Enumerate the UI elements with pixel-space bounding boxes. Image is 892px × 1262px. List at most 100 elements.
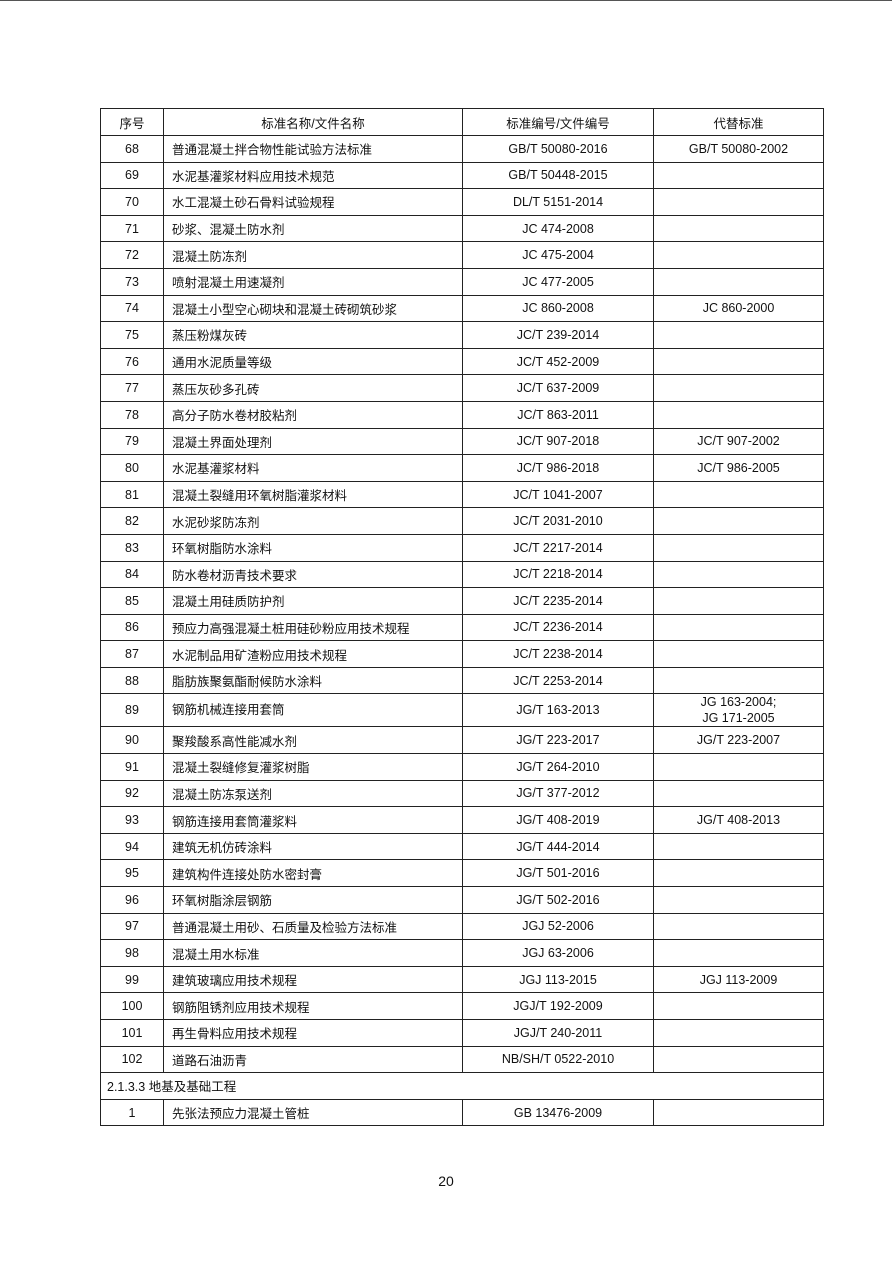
cell-name: 聚羧酸系高性能减水剂 <box>163 726 463 755</box>
table-row: 68 普通混凝土拌合物性能试验方法标准 GB/T 50080-2016 GB/T 50… <box>100 135 824 163</box>
cell-name: 喷射混凝土用速凝剂 <box>163 267 463 296</box>
cell-index: 70 <box>100 188 164 216</box>
cell-index: 85 <box>100 587 164 615</box>
cell-code: JG/T 264-2010 <box>462 753 654 781</box>
table-row: 100 钢筋阻锈剂应用技术规程 JGJ/T 192-2009 <box>100 992 824 1020</box>
cell-replaces <box>653 832 824 861</box>
cell-name: 环氧树脂防水涂料 <box>163 533 463 562</box>
cell-index: 88 <box>100 666 164 695</box>
cell-index: 89 <box>100 693 164 728</box>
cell-code: JG/T 502-2016 <box>462 886 654 914</box>
table-row: 99 建筑玻璃应用技术规程 JGJ 113-2015 JGJ 113-2009 <box>100 965 824 994</box>
cell-code: JC/T 2238-2014 <box>462 640 654 668</box>
cell-replaces <box>653 992 824 1020</box>
header-name: 标准名称/文件名称 <box>163 108 463 136</box>
cell-code: JC 477-2005 <box>462 267 654 296</box>
section-row: 2.1.3.3 地基及基础工程 <box>100 1072 824 1100</box>
cell-name: 水工混凝土砂石骨料试验规程 <box>163 188 463 216</box>
cell-name: 混凝土用水标准 <box>163 939 463 967</box>
cell-index: 68 <box>100 135 164 163</box>
cell-replaces: GB/T 50080-2002 <box>653 135 824 163</box>
cell-index: 96 <box>100 886 164 914</box>
cell-index: 87 <box>100 640 164 668</box>
cell-index: 100 <box>100 992 164 1020</box>
table-row: 94 建筑无机仿砖涂料 JG/T 444-2014 <box>100 832 824 861</box>
cell-replaces <box>653 161 824 190</box>
table-row: 72 混凝土防冻剂 JC 475-2004 <box>100 241 824 269</box>
cell-replaces <box>653 241 824 269</box>
cell-name: 砂浆、混凝土防水剂 <box>163 214 463 243</box>
cell-name: 混凝土防冻泵送剂 <box>163 779 463 808</box>
table-row: 82 水泥砂浆防冻剂 JC/T 2031-2010 <box>100 507 824 535</box>
table-row: 88 脂肪族聚氨酯耐候防水涂料 JC/T 2253-2014 <box>100 666 824 695</box>
header-index: 序号 <box>100 108 164 136</box>
cell-code: JG/T 223-2017 <box>462 726 654 755</box>
cell-index: 94 <box>100 832 164 861</box>
table-row: 76 通用水泥质量等级 JC/T 452-2009 <box>100 347 824 376</box>
cell-index: 75 <box>100 321 164 349</box>
table-row: 70 水工混凝土砂石骨料试验规程 DL/T 5151-2014 <box>100 188 824 216</box>
cell-name: 水泥基灌浆材料应用技术规范 <box>163 161 463 190</box>
cell-replaces <box>653 859 824 888</box>
cell-name: 混凝土用硅质防护剂 <box>163 587 463 615</box>
table-row: 101 再生骨料应用技术规程 JGJ/T 240-2011 <box>100 1019 824 1047</box>
cell-name: 预应力高强混凝土桩用硅砂粉应用技术规程 <box>163 613 463 642</box>
cell-code: JC/T 2218-2014 <box>462 560 654 589</box>
cell-index: 91 <box>100 753 164 781</box>
cell-code: JC/T 2235-2014 <box>462 587 654 615</box>
cell-index: 71 <box>100 214 164 243</box>
section-title: 2.1.3.3 地基及基础工程 <box>100 1072 824 1100</box>
cell-code: JG/T 408-2019 <box>462 806 654 834</box>
cell-index: 101 <box>100 1019 164 1047</box>
cell-replaces <box>653 400 824 429</box>
cell-replaces <box>653 214 824 243</box>
cell-code: JGJ 52-2006 <box>462 912 654 941</box>
cell-code: DL/T 5151-2014 <box>462 188 654 216</box>
cell-replaces <box>653 267 824 296</box>
cell-code: JC 860-2008 <box>462 294 654 323</box>
cell-name: 钢筋阻锈剂应用技术规程 <box>163 992 463 1020</box>
cell-code: JC 474-2008 <box>462 214 654 243</box>
cell-replaces <box>653 1098 824 1127</box>
cell-code: JG/T 444-2014 <box>462 832 654 861</box>
table-row: 102 道路石油沥青 NB/SH/T 0522-2010 <box>100 1045 824 1074</box>
cell-replaces: JG/T 223-2007 <box>653 726 824 755</box>
cell-replaces <box>653 188 824 216</box>
table-row: 78 高分子防水卷材胶粘剂 JC/T 863-2011 <box>100 400 824 429</box>
cell-name: 混凝土裂缝修复灌浆树脂 <box>163 753 463 781</box>
cell-code: JC/T 2236-2014 <box>462 613 654 642</box>
cell-name: 通用水泥质量等级 <box>163 347 463 376</box>
cell-code: JC/T 2217-2014 <box>462 533 654 562</box>
cell-replaces <box>653 640 824 668</box>
table-row: 77 蒸压灰砂多孔砖 JC/T 637-2009 <box>100 374 824 402</box>
cell-index: 84 <box>100 560 164 589</box>
cell-replaces <box>653 779 824 808</box>
cell-replaces <box>653 374 824 402</box>
table-row: 89 钢筋机械连接用套筒 JG/T 163-2013 JG 163-2004; JG … <box>100 693 824 728</box>
cell-replaces <box>653 912 824 941</box>
cell-name: 混凝土小型空心砌块和混凝土砖砌筑砂浆 <box>163 294 463 323</box>
cell-code: JC/T 2031-2010 <box>462 507 654 535</box>
cell-name: 先张法预应力混凝土管桩 <box>163 1098 463 1127</box>
cell-index: 79 <box>100 427 164 456</box>
table-row: 95 建筑构件连接处防水密封膏 JG/T 501-2016 <box>100 859 824 888</box>
cell-name: 混凝土防冻剂 <box>163 241 463 269</box>
cell-name: 建筑构件连接处防水密封膏 <box>163 859 463 888</box>
table-row: 81 混凝土裂缝用环氧树脂灌浆材料 JC/T 1041-2007 <box>100 480 824 509</box>
cell-code: GB/T 50448-2015 <box>462 161 654 190</box>
cell-name: 防水卷材沥青技术要求 <box>163 560 463 589</box>
cell-index: 80 <box>100 454 164 482</box>
page-top-border <box>0 0 892 1</box>
cell-name: 道路石油沥青 <box>163 1045 463 1074</box>
cell-code: JGJ 63-2006 <box>462 939 654 967</box>
header-code: 标准编号/文件编号 <box>462 108 654 136</box>
cell-index: 77 <box>100 374 164 402</box>
cell-replaces: JG/T 408-2013 <box>653 806 824 834</box>
cell-code: JG/T 377-2012 <box>462 779 654 808</box>
table-row: 73 喷射混凝土用速凝剂 JC 477-2005 <box>100 267 824 296</box>
table-row: 91 混凝土裂缝修复灌浆树脂 JG/T 264-2010 <box>100 753 824 781</box>
cell-code: JC 475-2004 <box>462 241 654 269</box>
cell-name: 普通混凝土用砂、石质量及检验方法标准 <box>163 912 463 941</box>
cell-name: 蒸压粉煤灰砖 <box>163 321 463 349</box>
cell-name: 水泥砂浆防冻剂 <box>163 507 463 535</box>
